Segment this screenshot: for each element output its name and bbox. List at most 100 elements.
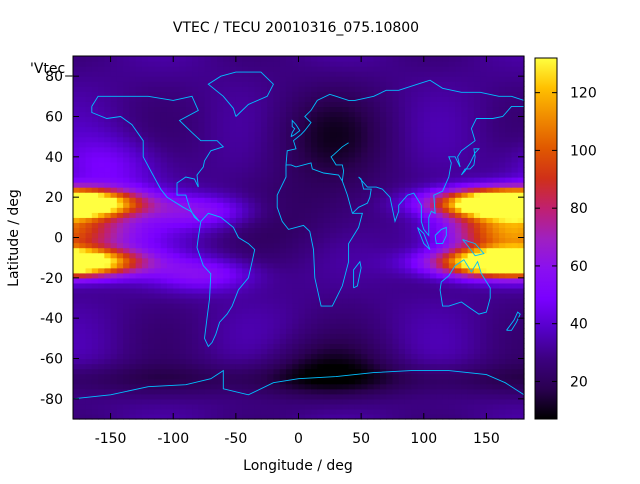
heatmap-cell bbox=[398, 257, 406, 264]
heatmap-cell bbox=[461, 328, 469, 334]
heatmap-cell bbox=[473, 393, 481, 400]
heatmap-cell bbox=[154, 136, 162, 143]
heatmap-cell bbox=[285, 287, 293, 294]
heatmap-cell bbox=[455, 408, 462, 415]
heatmap-cell bbox=[129, 277, 137, 284]
heatmap-cell bbox=[411, 313, 419, 319]
heatmap-cell bbox=[379, 71, 387, 77]
heatmap-cell bbox=[166, 146, 174, 153]
heatmap-cell bbox=[217, 71, 224, 77]
heatmap-cell bbox=[267, 348, 275, 355]
heatmap-cell bbox=[367, 308, 375, 314]
heatmap-cell bbox=[411, 151, 419, 158]
heatmap-cell bbox=[448, 333, 456, 339]
heatmap-cell bbox=[361, 86, 368, 92]
heatmap-cell bbox=[248, 106, 256, 113]
heatmap-cell bbox=[386, 363, 394, 370]
heatmap-cell bbox=[98, 101, 105, 108]
heatmap-cell bbox=[398, 237, 406, 244]
heatmap-cell bbox=[373, 287, 381, 294]
heatmap-cell bbox=[367, 277, 375, 284]
heatmap-cell bbox=[323, 121, 331, 128]
heatmap-cell bbox=[354, 126, 362, 133]
heatmap-cell bbox=[279, 313, 287, 319]
heatmap-cell bbox=[260, 101, 268, 108]
heatmap-cell bbox=[342, 408, 350, 415]
heatmap-cell bbox=[311, 71, 318, 77]
heatmap-cell bbox=[267, 207, 275, 213]
heatmap-cell bbox=[342, 106, 350, 113]
heatmap-cell bbox=[404, 247, 412, 254]
heatmap-cell bbox=[141, 318, 149, 324]
heatmap-cell bbox=[436, 378, 444, 385]
heatmap-cell bbox=[505, 292, 513, 299]
heatmap-cell bbox=[85, 333, 93, 339]
heatmap-cell bbox=[229, 247, 237, 254]
heatmap-cell bbox=[185, 383, 193, 390]
heatmap-cell bbox=[110, 222, 118, 229]
heatmap-cell bbox=[204, 131, 212, 138]
heatmap-cell bbox=[492, 373, 500, 380]
heatmap-cell bbox=[166, 368, 174, 375]
heatmap-cell bbox=[79, 328, 87, 334]
heatmap-cell bbox=[129, 151, 137, 158]
heatmap-cell bbox=[248, 232, 256, 239]
heatmap-cell bbox=[279, 262, 287, 269]
heatmap-cell bbox=[242, 146, 249, 153]
heatmap-cell bbox=[379, 146, 387, 153]
heatmap-cell bbox=[498, 393, 506, 400]
heatmap-cell bbox=[392, 166, 400, 173]
heatmap-cell bbox=[404, 96, 412, 102]
heatmap-cell bbox=[423, 267, 431, 274]
heatmap-cell bbox=[505, 171, 513, 178]
heatmap-cell bbox=[185, 343, 193, 350]
heatmap-cell bbox=[116, 222, 124, 229]
heatmap-cell bbox=[273, 383, 281, 390]
heatmap-cell bbox=[185, 267, 193, 274]
heatmap-cell bbox=[173, 292, 181, 299]
heatmap-cell bbox=[342, 202, 350, 208]
heatmap-cell bbox=[254, 313, 262, 319]
heatmap-cell bbox=[517, 393, 525, 400]
heatmap-cell bbox=[467, 156, 475, 163]
heatmap-cell bbox=[423, 358, 431, 365]
heatmap-cell bbox=[285, 388, 293, 395]
heatmap-cell bbox=[166, 111, 174, 118]
heatmap-cell bbox=[361, 333, 368, 339]
heatmap-cell bbox=[254, 116, 262, 123]
heatmap-cell bbox=[511, 398, 519, 405]
heatmap-cell bbox=[123, 298, 130, 304]
heatmap-cell bbox=[442, 277, 450, 284]
heatmap-cell bbox=[148, 358, 156, 365]
heatmap-cell bbox=[492, 363, 500, 370]
heatmap-cell bbox=[85, 378, 93, 385]
heatmap-cell bbox=[73, 187, 80, 193]
heatmap-cell bbox=[473, 282, 481, 289]
heatmap-cell bbox=[467, 161, 475, 168]
heatmap-cell bbox=[179, 247, 187, 254]
heatmap-cell bbox=[285, 358, 293, 365]
heatmap-cell bbox=[217, 303, 224, 309]
heatmap-cell bbox=[417, 388, 425, 395]
heatmap-cell bbox=[517, 308, 525, 314]
heatmap-cell bbox=[467, 398, 475, 405]
heatmap-cell bbox=[148, 328, 156, 334]
heatmap-cell bbox=[348, 257, 356, 264]
heatmap-cell bbox=[386, 348, 394, 355]
heatmap-cell bbox=[292, 408, 300, 415]
heatmap-cell bbox=[436, 126, 444, 133]
heatmap-cell bbox=[517, 111, 525, 118]
heatmap-cell bbox=[373, 328, 381, 334]
heatmap-cell bbox=[254, 217, 262, 223]
heatmap-cell bbox=[492, 267, 500, 274]
heatmap-cell bbox=[404, 328, 412, 334]
heatmap-cell bbox=[436, 141, 444, 148]
heatmap-cell bbox=[116, 227, 124, 234]
heatmap-cell bbox=[361, 277, 368, 284]
heatmap-cell bbox=[79, 247, 87, 254]
heatmap-cell bbox=[367, 146, 375, 153]
heatmap-cell bbox=[511, 156, 519, 163]
heatmap-cell bbox=[480, 101, 488, 108]
heatmap-cell bbox=[386, 101, 394, 108]
heatmap-cell bbox=[123, 247, 130, 254]
